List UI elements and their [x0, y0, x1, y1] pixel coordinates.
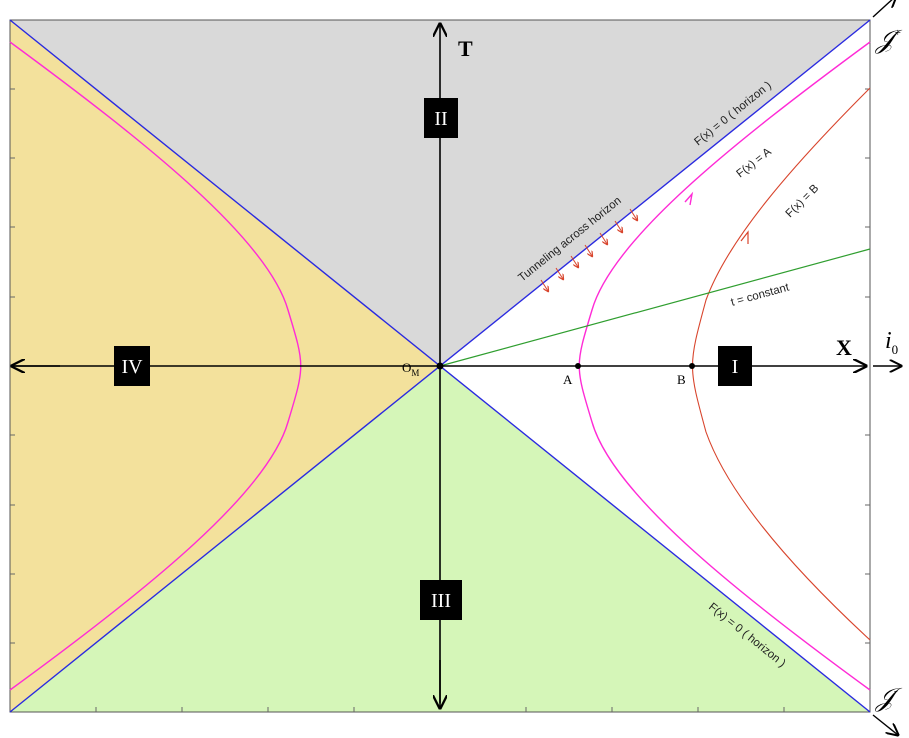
- point-a: [575, 363, 581, 369]
- region-iv-label: IV: [121, 356, 143, 378]
- point-b-label: B: [677, 372, 686, 387]
- curve-b-direction-arrow: [740, 230, 749, 244]
- t-constant-line: [439, 248, 871, 367]
- region-iii-box: [420, 580, 462, 620]
- plot-frame: [9, 19, 871, 713]
- scri-plus-label: 𝒥+: [874, 25, 903, 54]
- t-constant-label: t = constant: [730, 281, 792, 308]
- origin-point: [436, 362, 444, 370]
- curve-a-label: F(x) = A: [734, 146, 774, 181]
- i0-label: i0: [885, 328, 898, 357]
- point-a-label: A: [563, 372, 573, 387]
- region-iii-label: III: [431, 590, 451, 612]
- region-i-label: I: [732, 356, 739, 378]
- region-iv-box: [114, 346, 150, 386]
- t-axis-label: T: [458, 36, 473, 61]
- scri-plus-arrow: [872, 0, 896, 18]
- scri-minus-label: 𝒥-: [874, 683, 903, 712]
- curve-b-label: F(x) = B: [784, 182, 822, 220]
- scri-minus-arrow: [872, 714, 898, 735]
- region-i-box: [718, 346, 752, 386]
- curve-a-direction-arrow: [684, 191, 694, 206]
- origin-label: OM: [402, 360, 419, 378]
- point-b: [689, 363, 695, 369]
- region-ii-label: II: [434, 108, 447, 130]
- region-ii-box: [424, 98, 458, 138]
- x-axis-label: X: [836, 335, 852, 360]
- tunneling-arrows: [540, 208, 637, 291]
